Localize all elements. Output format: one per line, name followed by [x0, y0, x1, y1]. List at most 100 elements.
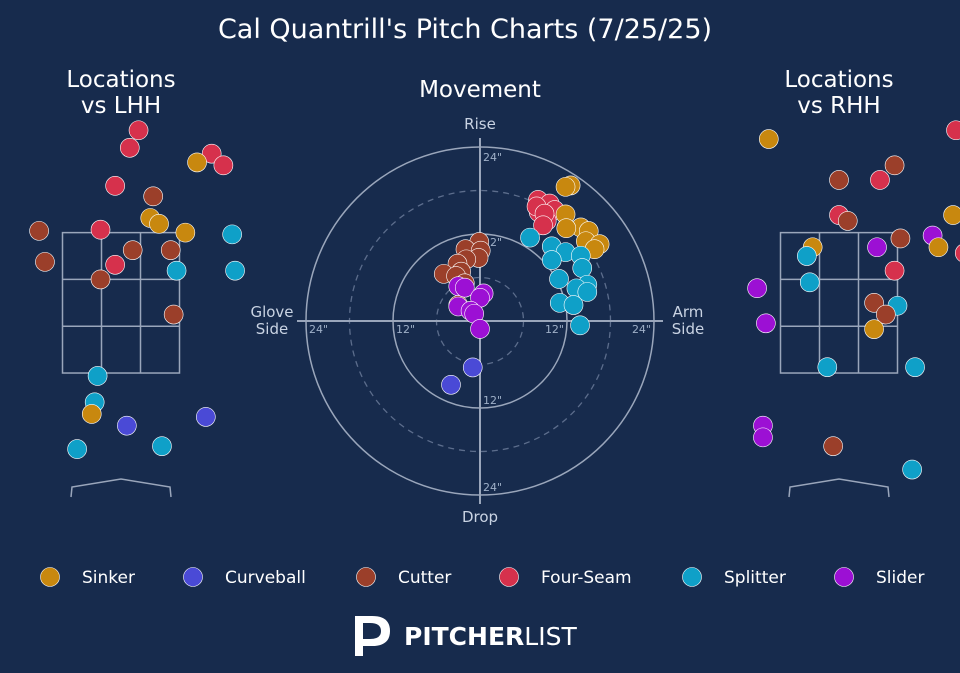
pitch-point-cutter: [837, 211, 858, 231]
panel-title-rhh-line: Locations: [784, 67, 893, 93]
legend-marker-four-seam: [499, 567, 519, 587]
pitch-point-cutter: [35, 252, 55, 272]
pitch-point-slider: [756, 313, 776, 334]
pitch-point-curveball: [117, 415, 137, 436]
pitch-point-splitter: [67, 439, 87, 459]
logo-mark-bowl: [363, 616, 390, 646]
locations-vs-rhh-panel: Locations vs RHH: [747, 67, 960, 498]
legend-marker-slider: [834, 567, 854, 587]
pitch-point-splitter: [225, 260, 245, 281]
pitch-point-cutter: [823, 436, 843, 456]
panel-title-movement-line: Movement: [419, 77, 541, 103]
pitch-point-splitter: [152, 436, 172, 456]
movement-point-slider: [470, 319, 490, 339]
legend-label-cutter: Cutter: [398, 568, 451, 588]
pitch-point-splitter: [799, 272, 820, 293]
axis-label-arm-side: Arm Side: [672, 303, 704, 338]
tick-24-left: 24": [309, 323, 328, 336]
tick-24-top: 24": [483, 151, 502, 164]
pitch-point-slider: [747, 278, 767, 299]
pitch-point-cutter: [864, 293, 884, 313]
pitch-point-four-seam: [105, 176, 125, 196]
pitch-point-four-seam: [213, 155, 234, 176]
pitch-point-curveball: [196, 407, 216, 427]
home-plate: [788, 478, 890, 498]
movement-point-splitter: [549, 269, 569, 289]
axis-label-arm-side-line: Side: [672, 320, 704, 338]
pitch-point-splitter: [222, 224, 242, 245]
legend-marker-splitter: [682, 567, 702, 587]
pitch-point-four-seam: [884, 260, 905, 281]
legend-label-four-seam: Four-Seam: [541, 568, 632, 588]
pitch-point-slider: [753, 427, 773, 448]
tick-24-bottom: 24": [483, 481, 502, 494]
pitch-point-sinker: [149, 214, 169, 234]
logo-mark-stem: [355, 616, 363, 656]
pitch-point-splitter: [905, 357, 925, 377]
panel-title-rhh: Locations vs RHH: [784, 67, 893, 119]
pitch-point-sinker: [81, 404, 102, 424]
movement-point-splitter: [577, 282, 598, 302]
home-plate: [70, 478, 172, 498]
pitch-point-four-seam: [954, 244, 960, 262]
legend-marker-curveball: [183, 567, 203, 587]
legend-label-splitter: Splitter: [724, 568, 786, 588]
pitch-point-four-seam: [870, 170, 890, 190]
axis-label-glove-side-line: Glove: [250, 303, 293, 321]
movement-point-splitter: [520, 227, 540, 248]
movement-point-curveball: [441, 374, 461, 395]
axis-label-glove-side-line: Side: [256, 320, 288, 338]
movement-point-splitter: [541, 250, 562, 270]
pitcherlist-logo: PITCHERLIST: [355, 616, 577, 656]
panel-title-lhh-line: Locations: [66, 67, 175, 93]
axis-label-arm-side-line: Arm: [673, 303, 704, 321]
axis-label-glove-side: Glove Side: [250, 303, 293, 338]
pitch-point-cutter: [90, 269, 111, 290]
pitch-point-four-seam: [946, 120, 960, 141]
movement-point-slider: [454, 277, 475, 298]
brand-strong: PITCHER: [404, 622, 524, 651]
figure-title: Cal Quantrill's Pitch Charts (7/25/25): [218, 14, 712, 45]
pitch-point-sinker: [943, 205, 960, 225]
axis-label-drop: Drop: [462, 508, 498, 526]
pitch-point-cutter: [143, 186, 163, 207]
pitch-point-sinker: [758, 129, 779, 149]
movement-point-splitter: [563, 295, 584, 315]
pitch-point-four-seam: [105, 254, 125, 275]
legend-marker-cutter: [356, 567, 376, 587]
movement-point-splitter: [572, 258, 593, 278]
tick-24-right: 24": [632, 323, 651, 336]
brand-light: LIST: [524, 622, 577, 651]
pitch-point-four-seam: [119, 138, 140, 158]
pitch-point-sinker: [928, 237, 949, 258]
pitch-point-cutter: [163, 304, 184, 325]
pitch-point-cutter: [29, 221, 49, 241]
legend-marker-sinker: [40, 567, 60, 587]
pitch-point-sinker: [175, 222, 196, 243]
movement-point-curveball: [462, 357, 483, 378]
pitch-point-splitter: [166, 260, 187, 281]
pitch-point-cutter: [122, 240, 143, 260]
tick-12-left: 12": [396, 323, 415, 336]
pitch-point-cutter: [875, 304, 896, 325]
movement-point-sinker: [556, 218, 577, 238]
panel-title-lhh-line: vs LHH: [81, 93, 161, 119]
strike-zone: [61, 231, 181, 374]
svg-text:PITCHERLIST: PITCHERLIST: [404, 622, 577, 651]
pitch-point-splitter: [902, 459, 922, 480]
legend-label-curveball: Curveball: [225, 568, 306, 588]
panel-title-movement: Movement: [419, 77, 541, 103]
pitch-point-splitter: [87, 366, 108, 386]
pitch-point-cutter: [884, 155, 905, 176]
pitch-point-slider: [867, 237, 887, 258]
panel-title-rhh-line: vs RHH: [797, 93, 880, 119]
pitch-point-splitter: [797, 246, 817, 266]
pitch-point-four-seam: [90, 219, 111, 240]
pitch-point-cutter: [829, 170, 849, 190]
panel-title-lhh: Locations vs LHH: [66, 67, 175, 119]
pitch-point-sinker: [864, 319, 884, 339]
pitch-point-sinker: [187, 152, 207, 173]
pitch-point-cutter: [160, 240, 181, 260]
